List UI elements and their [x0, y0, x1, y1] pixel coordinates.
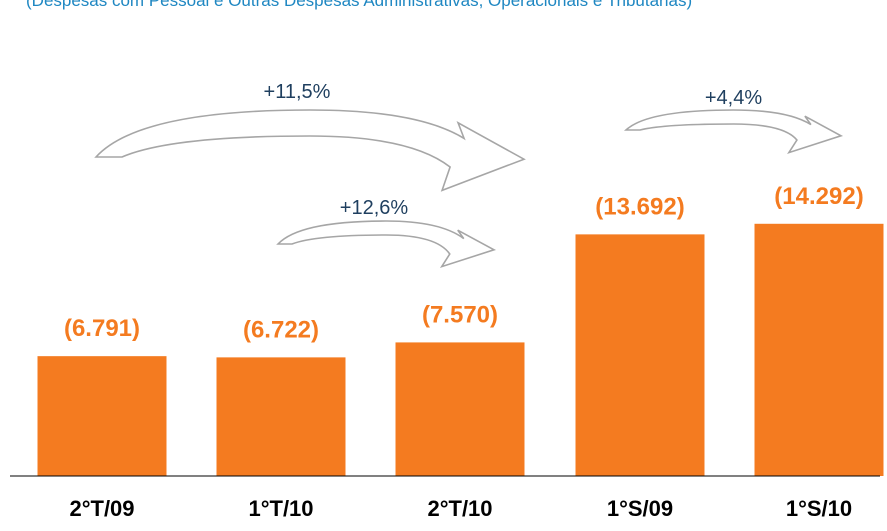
growth-arrows — [94, 109, 844, 269]
growth-label-1: +11,5% — [264, 81, 331, 103]
data-label-3: (7.570) — [422, 301, 498, 328]
growth-arrow-2 — [276, 220, 497, 269]
data-label-1: (6.791) — [64, 315, 140, 342]
growth-label-2: +12,6% — [340, 197, 409, 219]
category-label-3: 2°T/10 — [427, 496, 492, 521]
growth-arrow-3 — [623, 109, 844, 155]
growth-label-3: +4,4% — [705, 87, 762, 109]
category-label-1: 2°T/09 — [69, 496, 134, 521]
bar-4 — [575, 234, 705, 476]
growth-arrow-1 — [94, 109, 526, 192]
bar-3 — [395, 342, 525, 476]
category-labels-group: 2°T/09 1°T/10 2°T/10 1°S/09 1°S/10 — [69, 496, 852, 521]
bar-5 — [754, 223, 884, 476]
annotations-group: +11,5% +12,6% +4,4% — [264, 81, 763, 219]
category-label-4: 1°S/09 — [607, 496, 673, 521]
bars-group — [37, 223, 884, 476]
bar-1 — [37, 356, 167, 476]
data-label-4: (13.692) — [595, 193, 684, 220]
chart-subtitle: (Despesas com Pessoal e Outras Despesas … — [26, 0, 693, 10]
category-label-5: 1°S/10 — [786, 496, 852, 521]
data-labels-group: (6.791) (6.722) (7.570) (13.692) (14.292) — [64, 183, 864, 344]
bar-2 — [216, 357, 346, 476]
category-label-2: 1°T/10 — [248, 496, 313, 521]
data-label-2: (6.722) — [243, 316, 319, 343]
data-label-5: (14.292) — [774, 183, 863, 210]
